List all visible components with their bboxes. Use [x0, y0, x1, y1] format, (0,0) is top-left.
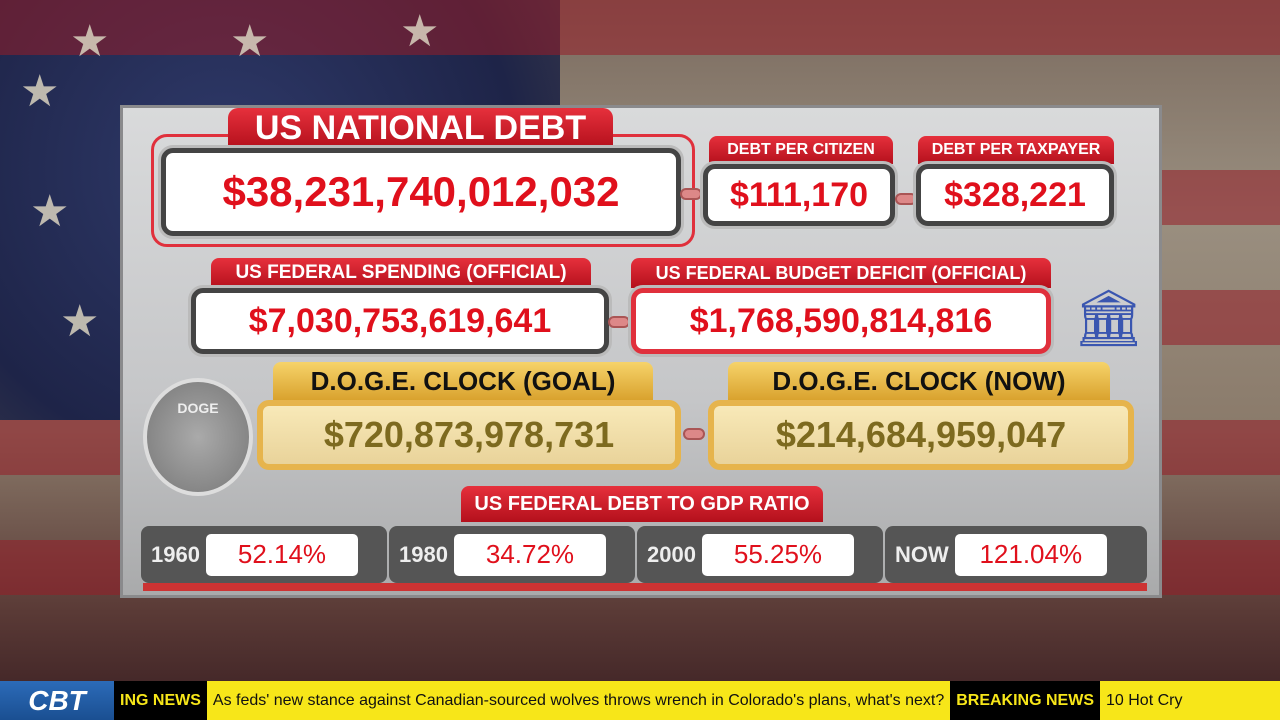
breaking-news-tag: ING NEWS: [114, 681, 207, 720]
gdp-value: 34.72%: [453, 533, 606, 576]
doge-now-label: D.O.G.E. CLOCK (NOW): [728, 362, 1110, 400]
star-icon: ★: [60, 297, 100, 346]
star-icon: ★: [400, 7, 440, 56]
ticker-headline[interactable]: As feds' new stance against Canadian-sou…: [212, 691, 945, 709]
gdp-item-1960: 1960 52.14%: [141, 526, 387, 583]
per-citizen-value: $111,170: [703, 164, 895, 226]
gdp-value: 55.25%: [701, 533, 854, 576]
per-citizen-label: DEBT PER CITIZEN: [709, 136, 893, 164]
doge-goal-label: D.O.G.E. CLOCK (GOAL): [273, 362, 653, 400]
deficit-value: $1,768,590,814,816: [631, 288, 1051, 354]
doge-badge-icon: DOGE: [143, 378, 253, 496]
doge-goal-value: $720,873,978,731: [257, 400, 681, 470]
news-ticker: CBT ING NEWS As feds' new stance against…: [0, 681, 1280, 720]
connector-icon: [680, 188, 702, 200]
doge-now-value: $214,684,959,047: [708, 400, 1134, 470]
star-icon: ★: [70, 17, 110, 66]
national-debt-value: $38,231,740,012,032: [161, 148, 681, 236]
gdp-year: 1980: [399, 541, 448, 567]
gdp-item-now: NOW 121.04%: [885, 526, 1147, 583]
national-debt-label: US NATIONAL DEBT: [228, 108, 613, 148]
gdp-year: NOW: [895, 541, 949, 567]
ticker-headline[interactable]: 10 Hot Cry: [1106, 691, 1183, 709]
gdp-ratio-label: US FEDERAL DEBT TO GDP RATIO: [461, 486, 823, 522]
doge-badge-text: DOGE: [177, 400, 219, 416]
connector-icon: [895, 193, 917, 205]
red-underline: [143, 583, 1147, 591]
gdp-item-2000: 2000 55.25%: [637, 526, 883, 583]
gdp-value: 52.14%: [205, 533, 358, 576]
spending-label: US FEDERAL SPENDING (OFFICIAL): [211, 258, 591, 288]
connector-icon: [683, 428, 705, 440]
star-icon: ★: [20, 67, 60, 116]
gdp-value: 121.04%: [954, 533, 1107, 576]
deficit-label: US FEDERAL BUDGET DEFICIT (OFFICIAL): [631, 258, 1051, 288]
capitol-icon: 🏛: [1073, 286, 1145, 349]
star-icon: ★: [230, 17, 270, 66]
per-taxpayer-value: $328,221: [916, 164, 1114, 226]
spending-value: $7,030,753,619,641: [191, 288, 609, 354]
debt-clock-panel: US NATIONAL DEBT $38,231,740,012,032 DEB…: [120, 105, 1162, 598]
connector-icon: [608, 316, 630, 328]
per-taxpayer-label: DEBT PER TAXPAYER: [918, 136, 1114, 164]
cbt-logo: CBT: [0, 681, 114, 720]
gdp-year: 2000: [647, 541, 696, 567]
breaking-news-tag: BREAKING NEWS: [950, 681, 1100, 720]
gdp-year: 1960: [151, 541, 200, 567]
gdp-item-1980: 1980 34.72%: [389, 526, 635, 583]
star-icon: ★: [30, 187, 70, 236]
